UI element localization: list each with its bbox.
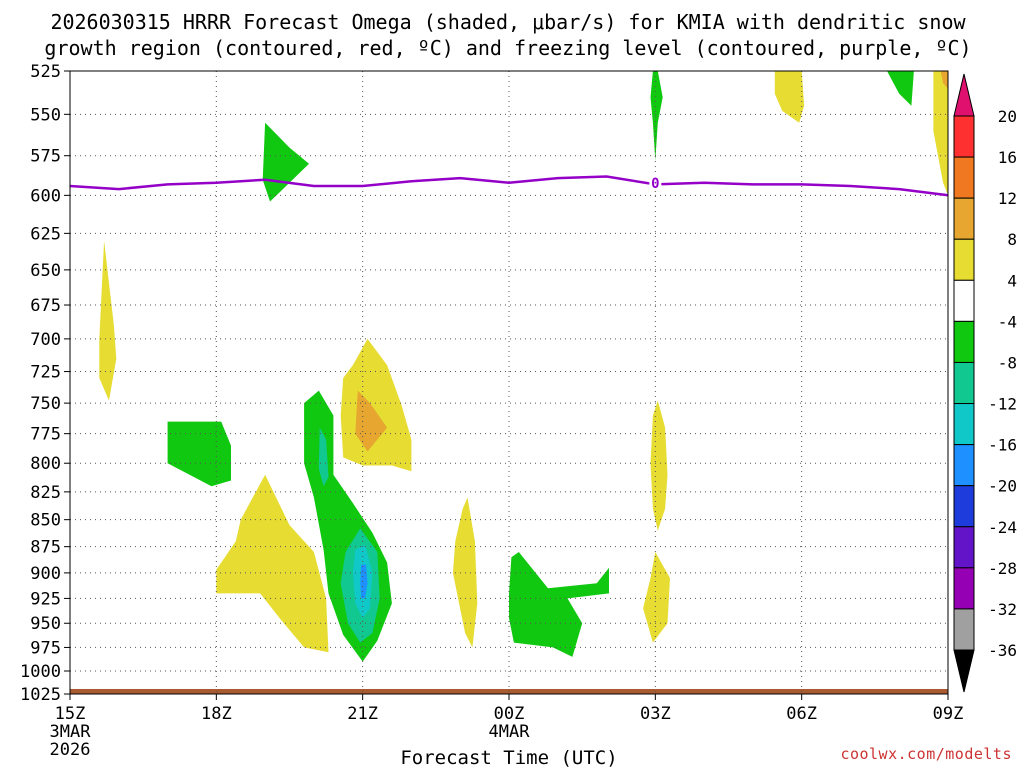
colorbar-level-label: 16 — [998, 148, 1017, 167]
omega-region-13 — [650, 71, 663, 161]
colorbar-level-label: -28 — [988, 559, 1017, 578]
y-tick-label: 850 — [30, 511, 61, 531]
freezing-level-label: 0 — [651, 176, 659, 192]
y-tick-label: 800 — [30, 454, 61, 474]
omega-region-3 — [216, 474, 329, 653]
colorbar-level-label: -4 — [998, 312, 1017, 331]
colorbar-level-label: 20 — [998, 107, 1017, 126]
omega-region-10 — [355, 390, 388, 452]
omega-region-19 — [940, 71, 948, 89]
colorbar-level-label: -24 — [988, 518, 1017, 537]
colorbar-swatch — [953, 526, 975, 569]
omega-region-1 — [167, 421, 231, 487]
colorbar-level-label: -32 — [988, 600, 1017, 619]
y-tick-label: 600 — [30, 186, 61, 206]
colorbar-level-label: -20 — [988, 477, 1017, 496]
colorbar-top-arrow — [953, 73, 975, 117]
chart-title: 2026030315 HRRR Forecast Omega (shaded, … — [44, 10, 971, 60]
colorbar-swatch — [953, 156, 975, 199]
omega-region-12 — [509, 552, 609, 657]
y-tick-label: 550 — [30, 105, 61, 125]
x-tick-date: 4MAR — [489, 722, 531, 742]
colorbar-swatch — [953, 444, 975, 487]
colorbar-swatch — [953, 320, 975, 363]
x-tick-label: 09Z — [933, 704, 964, 724]
y-axis: 525 550 575 600 625 650 675 700 725 750 775 800 825 8… — [20, 62, 70, 705]
colorbar-swatch — [953, 115, 975, 158]
colorbar-swatch — [953, 485, 975, 528]
colorbar-level-label: -16 — [988, 436, 1017, 455]
x-tick-label: 21Z — [347, 704, 378, 724]
colorbar-swatch — [953, 238, 975, 281]
x-tick-label: 03Z — [640, 704, 671, 724]
omega-region-16 — [774, 71, 805, 123]
colorbar-level-label: -8 — [998, 353, 1017, 372]
y-tick-label: 700 — [30, 330, 61, 350]
omega-region-17 — [887, 71, 914, 106]
freezing-level-line — [69, 175, 949, 197]
colorbar: 20 16 12 8 4 -4 -8 -12 -16 -20 -24 -28 -32 -36 — [953, 73, 1017, 693]
colorbar-level-label: -12 — [988, 395, 1017, 414]
title-line-2: growth region (contoured, red, ºC) and f… — [44, 36, 971, 60]
y-tick-label: 750 — [30, 394, 61, 414]
y-tick-label: 675 — [30, 296, 61, 316]
omega-region-9 — [340, 338, 412, 472]
y-tick-label: 625 — [30, 224, 61, 244]
colorbar-swatch — [953, 403, 975, 446]
y-tick-label: 1025 — [20, 685, 61, 705]
x-tick-date: 3MAR — [50, 722, 92, 742]
y-tick-label: 825 — [30, 483, 61, 503]
colorbar-swatch — [953, 197, 975, 240]
colorbar-bottom-arrow — [953, 649, 975, 693]
omega-region-2 — [262, 122, 309, 202]
omega-region-14 — [650, 400, 668, 531]
y-tick-label: 925 — [30, 589, 61, 609]
omega-region-5 — [318, 427, 329, 487]
y-tick-label: 650 — [30, 261, 61, 281]
y-tick-label: 950 — [30, 614, 61, 634]
colorbar-level-label: -36 — [988, 641, 1017, 660]
colorbar-swatch — [953, 608, 975, 651]
x-tick-label: 18Z — [201, 704, 232, 724]
y-tick-label: 525 — [30, 62, 61, 82]
omega-region-0 — [99, 240, 117, 401]
x-axis-label: Forecast Time (UTC) — [400, 747, 617, 768]
y-tick-label: 900 — [30, 564, 61, 584]
colorbar-level-label: 8 — [1007, 230, 1017, 249]
x-tick-label: 00Z — [494, 704, 525, 724]
y-tick-label: 875 — [30, 538, 61, 558]
freezing-label-bg — [649, 174, 662, 190]
y-tick-label: 975 — [30, 638, 61, 658]
colorbar-level-label: 12 — [998, 189, 1017, 208]
x-tick-label: 15Z — [55, 704, 86, 724]
y-tick-label: 575 — [30, 147, 61, 167]
omega-region-18 — [933, 71, 948, 196]
y-tick-label: 775 — [30, 425, 61, 445]
plot-area — [70, 71, 948, 694]
colorbar-swatch — [953, 279, 975, 322]
y-tick-label: 725 — [30, 363, 61, 383]
credit-link[interactable]: coolwx.com/modelts — [840, 745, 1012, 763]
y-tick-label: 1000 — [20, 662, 61, 682]
omega-region-15 — [643, 552, 670, 643]
colorbar-swatch — [953, 567, 975, 610]
colorbar-swatch — [953, 361, 975, 405]
colorbar-level-label: 4 — [1007, 271, 1017, 290]
x-tick-label: 06Z — [786, 704, 817, 724]
title-line-1: 2026030315 HRRR Forecast Omega (shaded, … — [50, 10, 966, 34]
x-tick-year: 2026 — [50, 740, 91, 760]
freezing-level-contour: 0 — [69, 174, 949, 197]
